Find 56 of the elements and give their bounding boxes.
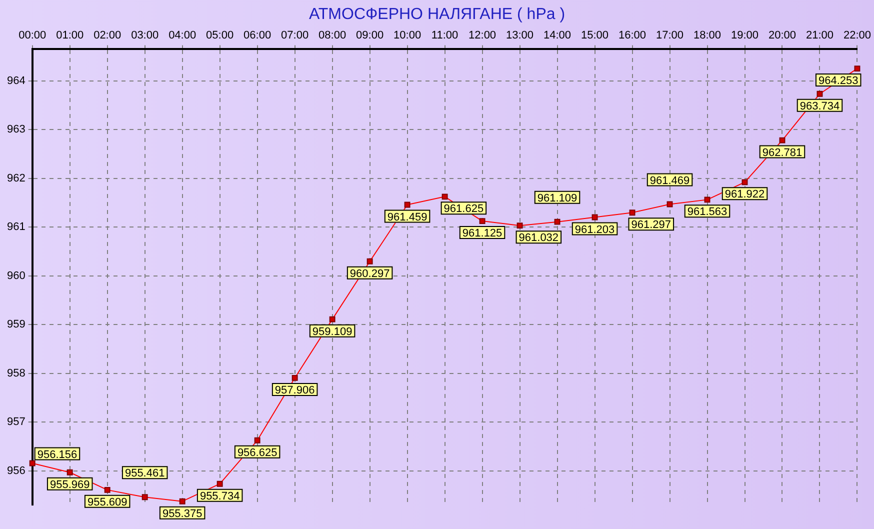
y-tick-label: 963 <box>6 124 26 136</box>
data-label: 955.969 <box>50 478 90 491</box>
data-label: 961.032 <box>518 232 559 244</box>
data-label: 961.469 <box>650 174 690 187</box>
y-tick-label: 958 <box>6 367 26 380</box>
x-tick-label: 20:00 <box>768 30 796 42</box>
x-tick-label: 00:00 <box>18 30 46 42</box>
y-tick-label: 961 <box>6 221 26 234</box>
data-label: 955.734 <box>200 490 240 502</box>
x-tick-label: 16:00 <box>618 30 646 42</box>
x-tick-label: 19:00 <box>730 30 759 42</box>
x-tick-label: 10:00 <box>394 30 422 42</box>
data-label: 961.297 <box>631 219 672 232</box>
data-label: 964.253 <box>818 75 858 88</box>
data-label: 961.459 <box>387 211 428 224</box>
y-tick-label: 956 <box>6 464 26 477</box>
x-tick-label: 17:00 <box>656 30 684 42</box>
data-label: 961.125 <box>462 228 502 240</box>
x-tick-label: 05:00 <box>206 30 234 42</box>
data-label: 961.922 <box>724 188 765 201</box>
y-tick-label: 959 <box>6 318 26 331</box>
data-label: 961.563 <box>687 206 728 218</box>
x-tick-label: 08:00 <box>318 30 346 42</box>
x-tick-label: 07:00 <box>281 30 309 42</box>
data-label: 961.203 <box>574 224 615 236</box>
data-label: 955.375 <box>162 508 202 520</box>
x-tick-label: 09:00 <box>356 30 384 42</box>
x-tick-label: 18:00 <box>693 30 722 42</box>
x-tick-label: 01:00 <box>56 30 84 42</box>
y-tick-label: 964 <box>6 74 26 87</box>
data-label: 963.734 <box>800 100 840 112</box>
y-tick-label: 957 <box>6 416 26 428</box>
data-label: 956.625 <box>237 446 278 459</box>
data-label: 955.609 <box>87 496 128 508</box>
chart-title: АТМОСФЕРНО НАЛЯГАНЕ ( hPa ) <box>308 6 566 24</box>
data-label: 959.109 <box>312 326 352 338</box>
data-label: 960.297 <box>350 268 390 280</box>
x-tick-label: 13:00 <box>506 30 534 42</box>
data-label: 957.906 <box>274 384 315 396</box>
x-tick-label: 04:00 <box>168 30 196 42</box>
x-tick-label: 21:00 <box>806 30 834 42</box>
x-tick-label: 02:00 <box>94 30 122 42</box>
x-tick-label: 03:00 <box>131 30 159 42</box>
data-label: 955.461 <box>124 468 165 480</box>
data-label: 956.156 <box>37 448 78 461</box>
x-tick-label: 06:00 <box>244 30 272 42</box>
y-tick-label: 960 <box>6 270 26 282</box>
x-tick-label: 11:00 <box>431 30 458 42</box>
data-label: 961.109 <box>537 192 578 204</box>
x-tick-label: 14:00 <box>544 30 572 42</box>
x-tick-label: 15:00 <box>581 30 609 42</box>
y-tick-label: 962 <box>6 172 26 184</box>
data-label: 962.781 <box>762 146 802 159</box>
x-tick-label: 12:00 <box>468 30 496 42</box>
data-label: 961.625 <box>444 203 484 216</box>
x-tick-label: 22:00 <box>843 30 871 42</box>
